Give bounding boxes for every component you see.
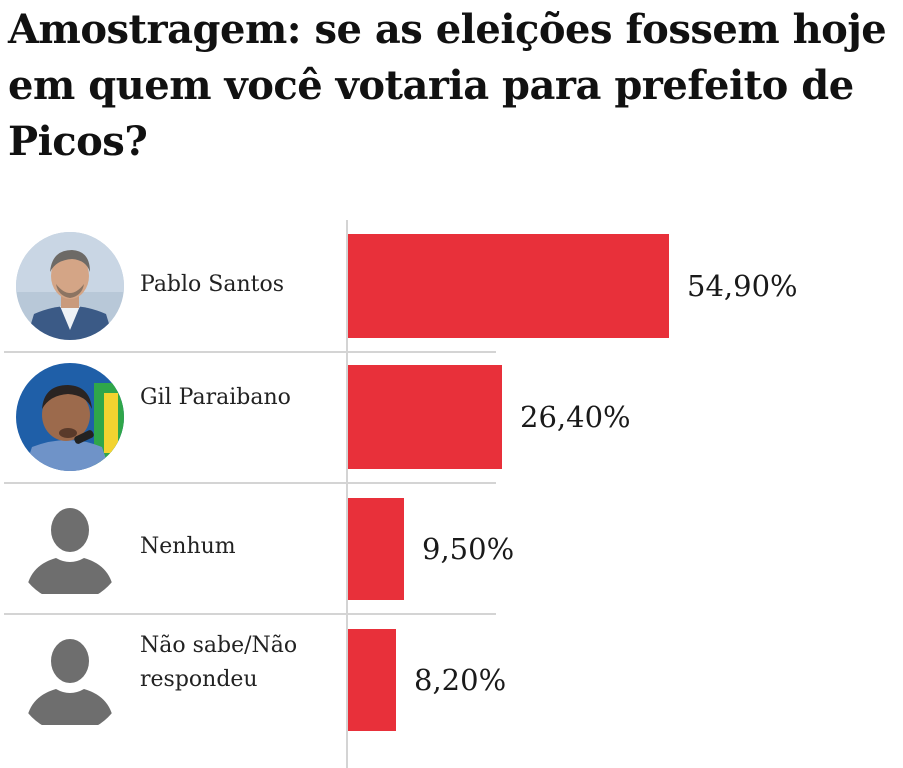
category-label: Pablo Santos — [140, 272, 285, 297]
data-label: 9,50% — [422, 532, 515, 566]
candidate-photo-pablo-santos — [16, 232, 124, 340]
bar — [348, 234, 669, 338]
row-divider — [4, 482, 496, 484]
data-label: 54,90% — [687, 269, 798, 303]
data-label: 8,20% — [414, 663, 507, 697]
data-label: 26,40% — [520, 400, 631, 434]
bar-chart: Pablo Santos 54,90% Gil Paraibano 26,40% Nen… — [0, 220, 903, 768]
generic-person-icon — [16, 625, 124, 733]
category-label: Não sabe/Não respondeu — [140, 633, 298, 692]
bar — [348, 365, 502, 469]
generic-person-icon — [16, 494, 124, 602]
chart-axis-line — [346, 220, 348, 768]
category-label: Nenhum — [140, 534, 236, 559]
row-divider — [4, 351, 496, 353]
category-label: Gil Paraibano — [140, 385, 291, 410]
candidate-photo-gil-paraibano — [16, 363, 124, 471]
bar — [348, 629, 396, 731]
bar — [348, 498, 404, 600]
chart-title: Amostragem: se as eleições fossem hoje e… — [8, 6, 887, 165]
row-divider — [4, 613, 496, 615]
